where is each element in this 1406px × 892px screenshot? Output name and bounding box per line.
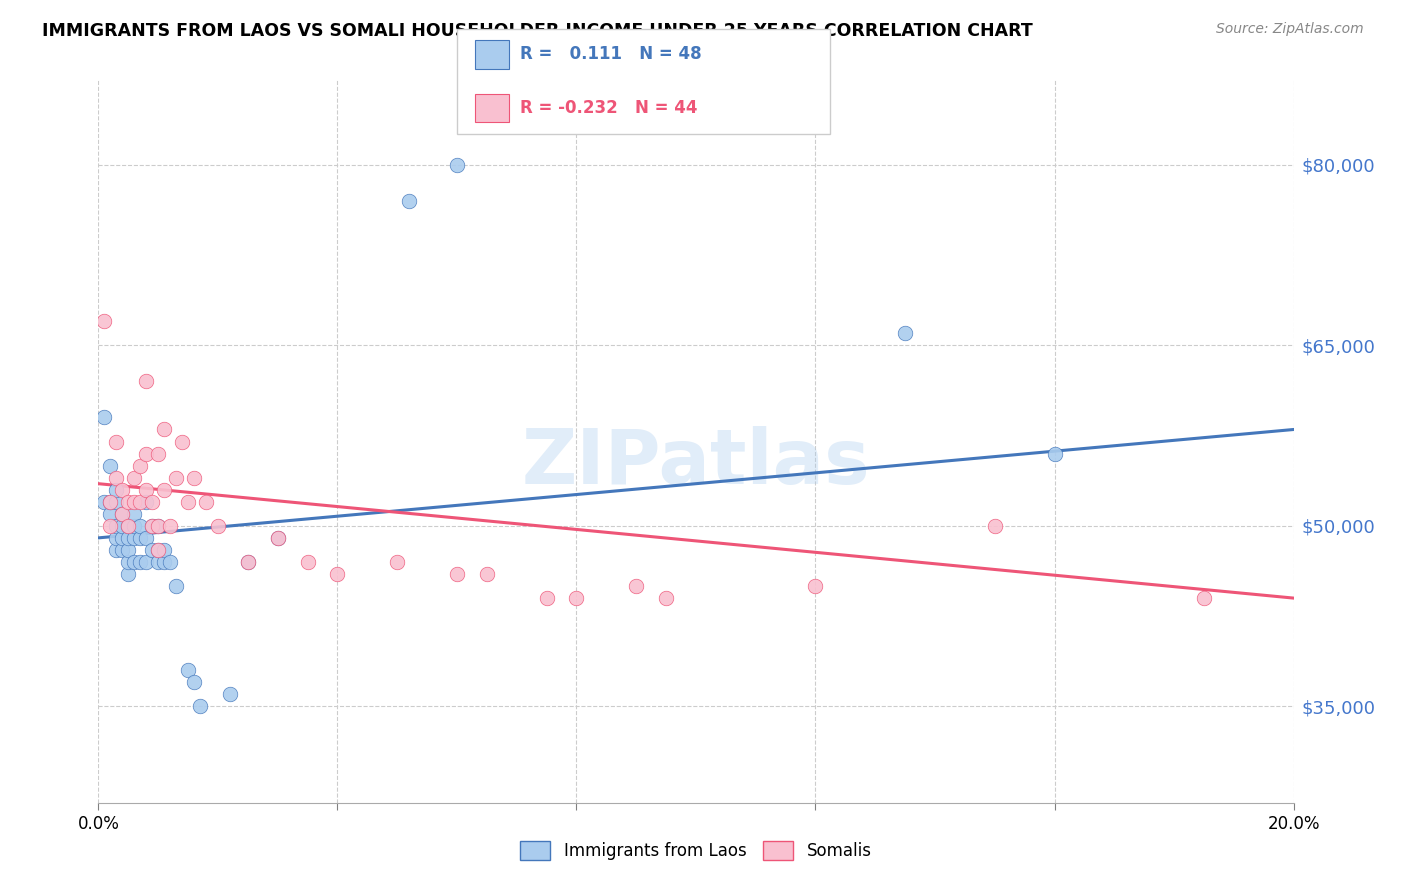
- Point: [984, 518, 1007, 533]
- Point: [141, 518, 163, 533]
- Point: [117, 494, 139, 508]
- Point: [117, 567, 139, 582]
- Point: [129, 531, 152, 545]
- Point: [105, 483, 128, 497]
- Point: [326, 567, 349, 582]
- Point: [148, 555, 170, 569]
- Point: [129, 555, 152, 569]
- Point: [98, 518, 122, 533]
- Point: [153, 555, 176, 569]
- Point: [117, 518, 139, 533]
- Point: [135, 494, 157, 508]
- Point: [135, 531, 157, 545]
- Point: [98, 458, 122, 473]
- Text: Source: ZipAtlas.com: Source: ZipAtlas.com: [1216, 22, 1364, 37]
- Point: [188, 699, 211, 714]
- Point: [135, 555, 157, 569]
- Point: [159, 518, 181, 533]
- Text: R =   0.111   N = 48: R = 0.111 N = 48: [520, 45, 702, 63]
- Point: [93, 410, 115, 425]
- Point: [111, 507, 134, 521]
- Point: [165, 579, 187, 593]
- Point: [124, 531, 146, 545]
- Point: [141, 518, 163, 533]
- Point: [536, 591, 558, 606]
- Point: [105, 470, 128, 484]
- Point: [117, 531, 139, 545]
- Point: [177, 494, 200, 508]
- Point: [148, 542, 170, 557]
- Point: [236, 555, 259, 569]
- Point: [1192, 591, 1215, 606]
- Point: [183, 470, 205, 484]
- Point: [124, 470, 146, 484]
- Legend: Immigrants from Laos, Somalis: Immigrants from Laos, Somalis: [513, 834, 879, 867]
- Point: [129, 458, 152, 473]
- Point: [148, 518, 170, 533]
- Point: [148, 542, 170, 557]
- Point: [446, 567, 468, 582]
- Point: [111, 483, 134, 497]
- Point: [117, 542, 139, 557]
- Point: [894, 326, 917, 340]
- Point: [111, 531, 134, 545]
- Point: [446, 157, 468, 171]
- Point: [135, 483, 157, 497]
- Point: [124, 494, 146, 508]
- Point: [172, 434, 194, 449]
- Point: [111, 518, 134, 533]
- Point: [148, 518, 170, 533]
- Point: [117, 518, 139, 533]
- Point: [98, 507, 122, 521]
- Point: [117, 555, 139, 569]
- Point: [141, 542, 163, 557]
- Point: [385, 555, 409, 569]
- Point: [655, 591, 678, 606]
- Point: [105, 531, 128, 545]
- Point: [165, 470, 187, 484]
- Point: [105, 434, 128, 449]
- Point: [153, 542, 176, 557]
- Point: [153, 422, 176, 436]
- Text: R = -0.232   N = 44: R = -0.232 N = 44: [520, 99, 697, 117]
- Point: [124, 507, 146, 521]
- Point: [183, 675, 205, 690]
- Point: [105, 494, 128, 508]
- Point: [135, 374, 157, 388]
- Point: [565, 591, 588, 606]
- Point: [111, 542, 134, 557]
- Point: [626, 579, 648, 593]
- Point: [129, 494, 152, 508]
- Point: [297, 555, 319, 569]
- Point: [219, 687, 242, 701]
- Point: [207, 518, 229, 533]
- Point: [195, 494, 218, 508]
- Point: [129, 518, 152, 533]
- Point: [93, 314, 115, 328]
- Point: [135, 446, 157, 460]
- Point: [111, 507, 134, 521]
- Point: [267, 531, 290, 545]
- Point: [141, 494, 163, 508]
- Point: [267, 531, 290, 545]
- Point: [124, 555, 146, 569]
- Point: [398, 194, 420, 208]
- Point: [105, 518, 128, 533]
- Text: IMMIGRANTS FROM LAOS VS SOMALI HOUSEHOLDER INCOME UNDER 25 YEARS CORRELATION CHA: IMMIGRANTS FROM LAOS VS SOMALI HOUSEHOLD…: [42, 22, 1033, 40]
- Point: [98, 494, 122, 508]
- Point: [98, 494, 122, 508]
- Point: [148, 446, 170, 460]
- Point: [177, 664, 200, 678]
- Point: [475, 567, 498, 582]
- Point: [124, 518, 146, 533]
- Text: ZIPatlas: ZIPatlas: [522, 426, 870, 500]
- Point: [236, 555, 259, 569]
- Point: [93, 494, 115, 508]
- Point: [1043, 446, 1066, 460]
- Point: [153, 483, 176, 497]
- Point: [804, 579, 827, 593]
- Point: [159, 555, 181, 569]
- Point: [105, 542, 128, 557]
